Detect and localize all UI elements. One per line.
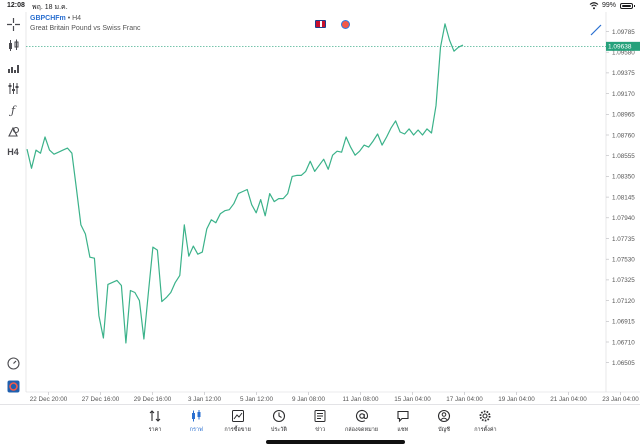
tab-label: แชท [397, 427, 409, 433]
speedometer-icon[interactable] [4, 355, 22, 371]
y-tick-label: 1.09170 [612, 91, 635, 98]
tab-label: ราคา [148, 427, 162, 433]
trade-icon [231, 410, 244, 422]
y-tick-label: 1.09375 [612, 70, 635, 77]
tab-chat[interactable]: แชท [381, 409, 425, 434]
y-tick-label: 1.08555 [612, 153, 635, 160]
bottom-tab-bar: ราคา กราฟ การซื้อขาย ประวัติ ข่าว กล่องจดหมาย… [0, 404, 640, 447]
wifi-icon [589, 2, 599, 10]
volume-indicator-icon[interactable] [4, 59, 22, 75]
chat-icon [397, 410, 409, 423]
tab-label: กราฟ [189, 427, 203, 433]
y-tick-label: 1.09785 [612, 29, 635, 36]
x-axis: 22 Dec 20:00 27 Dec 16:00 29 Dec 16:00 3 Ja… [30, 392, 639, 403]
tab-label: ประวัติ [270, 427, 287, 433]
left-toolbar: ƒ H4 [0, 12, 26, 392]
y-tick-label: 1.08965 [612, 112, 635, 119]
battery-icon [620, 3, 635, 9]
status-bar: 12:08 พฤ. 18 ม.ค. 99% [0, 0, 640, 12]
x-tick-label: 23 Jan 04:00 [602, 396, 639, 403]
symbol-separator: • [65, 15, 73, 22]
x-tick-label: 19 Jan 04:00 [498, 396, 535, 403]
tab-label: บัญชี [438, 427, 451, 433]
tab-label: การซื้อขาย [224, 427, 251, 433]
current-price-label: 1.09638 [608, 44, 632, 51]
y-tick-label: 1.07530 [612, 257, 635, 264]
y-tick-label: 1.09580 [612, 50, 635, 57]
tab-label: การตั้งค่า [474, 427, 497, 433]
settings-icon [479, 410, 491, 422]
symbol-header[interactable]: GBPCHFm • H4 Great Britain Pound vs Swis… [30, 15, 141, 32]
history-icon [272, 409, 285, 423]
indicators-icon[interactable] [4, 80, 22, 96]
timeframe-label: H4 [7, 147, 19, 157]
current-price-tag-bg [606, 41, 640, 51]
tab-label: ข่าว [315, 427, 326, 433]
symbol-name: GBPCHFm [30, 15, 66, 22]
chf-flag-icon [341, 20, 350, 29]
y-tick-label: 1.07325 [612, 277, 635, 284]
chart-icon [192, 410, 201, 422]
x-tick-label: 17 Jan 04:00 [446, 396, 483, 403]
symbol-timeframe: H4 [72, 15, 82, 22]
x-tick-label: 9 Jan 08:00 [292, 396, 325, 403]
y-tick-label: 1.07120 [612, 298, 635, 305]
tab-settings[interactable]: การตั้งค่า [463, 409, 507, 434]
chart-grid [25, 12, 640, 393]
account-icon [438, 409, 451, 423]
x-tick-label: 11 Jan 08:00 [343, 396, 379, 403]
price-series-line [26, 23, 464, 344]
tab-quotes[interactable]: ราคา [133, 409, 177, 434]
battery-percent: 99% [602, 2, 617, 9]
y-tick-label: 1.08760 [612, 132, 635, 139]
y-tick-label: 1.07735 [612, 236, 635, 243]
y-tick-label: 1.07940 [612, 215, 635, 222]
trendline-tool-icon[interactable] [590, 24, 602, 36]
objects-icon[interactable] [4, 123, 22, 139]
y-tick-label: 1.08350 [612, 174, 635, 181]
x-tick-label: 22 Dec 20:00 [30, 396, 68, 403]
price-chart[interactable]: 1.09785 1.09580 1.09375 1.09170 1.08965 1.087… [0, 0, 640, 404]
x-tick-label: 15 Jan 04:00 [394, 396, 431, 403]
mailbox-icon [355, 409, 368, 422]
y-tick-label: 1.06710 [612, 339, 635, 346]
chart-type-icon[interactable] [4, 37, 22, 53]
status-date: พฤ. 18 ม.ค. [32, 4, 68, 11]
tab-trade[interactable]: การซื้อขาย [216, 409, 260, 434]
function-icon[interactable]: ƒ [10, 103, 16, 117]
news-icon [314, 410, 326, 422]
status-time: 12:08 [7, 2, 25, 9]
tab-mailbox[interactable]: กล่องจดหมาย [340, 409, 384, 434]
tab-news[interactable]: ข่าว [298, 409, 342, 434]
home-indicator [266, 440, 405, 444]
symbol-description: Great Britain Pound vs Swiss Franc [30, 25, 141, 32]
x-tick-label: 3 Jan 12:00 [188, 396, 221, 403]
y-axis: 1.09785 1.09580 1.09375 1.09170 1.08965 1.087… [606, 29, 635, 367]
broker-logo-icon[interactable] [4, 378, 22, 394]
tab-history[interactable]: ประวัติ [257, 409, 301, 434]
x-tick-label: 5 Jan 12:00 [240, 396, 273, 403]
x-tick-label: 27 Dec 16:00 [82, 396, 120, 403]
quotes-icon [149, 410, 161, 422]
x-tick-label: 29 Dec 16:00 [134, 396, 172, 403]
y-tick-label: 1.06505 [612, 360, 635, 367]
tab-chart[interactable]: กราฟ [174, 409, 218, 434]
crosshair-icon[interactable] [4, 16, 22, 32]
tab-label: กล่องจดหมาย [344, 427, 379, 433]
current-price-tag: 1.09638 [606, 41, 640, 51]
timeframe-button[interactable]: H4 [4, 144, 22, 160]
gbp-flag-icon [315, 20, 326, 28]
y-tick-label: 1.06915 [612, 319, 635, 326]
tab-account[interactable]: บัญชี [422, 409, 466, 434]
y-tick-label: 1.08145 [612, 194, 635, 201]
x-tick-label: 21 Jan 04:00 [550, 396, 587, 403]
